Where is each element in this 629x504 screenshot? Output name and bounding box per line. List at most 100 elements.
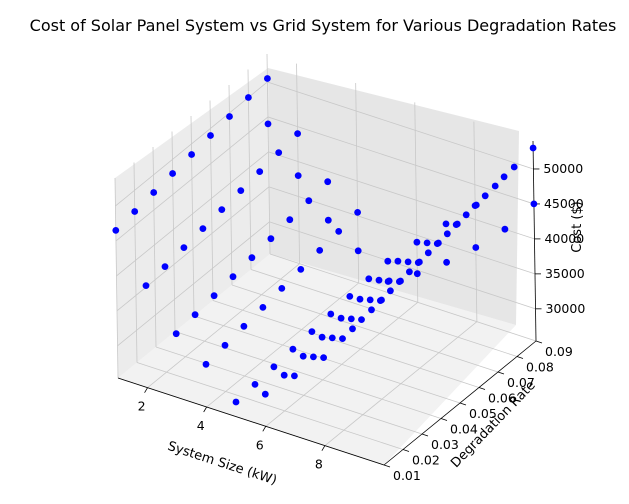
data-point xyxy=(337,314,345,322)
data-point xyxy=(452,221,460,229)
data-point xyxy=(368,306,375,314)
data-point xyxy=(356,295,364,303)
data-point xyxy=(229,273,237,281)
y-tick-mark xyxy=(440,418,448,421)
data-point xyxy=(472,244,480,251)
x-tick-mark xyxy=(321,445,326,451)
z-grid-line xyxy=(117,221,270,347)
data-point xyxy=(240,322,248,330)
data-point xyxy=(365,275,373,283)
data-point xyxy=(384,257,392,265)
data-point xyxy=(278,285,286,292)
z-grid-line xyxy=(267,81,534,170)
z-tick-label: 50000 xyxy=(543,161,583,176)
x-tick-label: 4 xyxy=(197,418,205,433)
data-point xyxy=(221,341,229,349)
z-axis-label: Cost ($) xyxy=(570,201,585,252)
data-point xyxy=(358,316,365,323)
x-tick-mark xyxy=(144,387,148,393)
y-grid-line xyxy=(171,131,176,332)
y-grid-line xyxy=(114,177,119,379)
data-point xyxy=(218,206,226,214)
data-point xyxy=(270,363,278,371)
y-grid-line xyxy=(136,362,404,450)
data-point xyxy=(310,353,317,361)
z-tick-labels: 30000 35000 40000 45000 50000 xyxy=(533,161,585,316)
data-point xyxy=(443,230,451,238)
data-point xyxy=(291,372,298,380)
z-tick-label: 40000 xyxy=(544,231,584,246)
data-point xyxy=(248,254,256,262)
y-tick-mark xyxy=(478,387,486,390)
data-point xyxy=(377,297,384,304)
data-point xyxy=(491,182,499,190)
data-point xyxy=(339,335,346,342)
y-grid-line xyxy=(247,69,252,270)
data-point xyxy=(316,247,324,254)
y-tick-label: 0.09 xyxy=(545,344,573,359)
back-wall-pane xyxy=(268,68,519,325)
z-tick-label: 45000 xyxy=(544,196,584,211)
data-point xyxy=(191,311,199,319)
data-point xyxy=(180,244,188,252)
data-point xyxy=(286,216,294,224)
data-point xyxy=(320,354,327,361)
y-grid-line xyxy=(155,346,423,435)
data-point xyxy=(406,268,413,276)
data-points xyxy=(112,75,538,406)
y-grid-line xyxy=(212,300,480,388)
data-point xyxy=(210,292,218,300)
data-point xyxy=(442,220,450,228)
data-point xyxy=(245,94,252,101)
data-point xyxy=(347,315,355,323)
data-point xyxy=(207,132,214,139)
data-point xyxy=(280,371,288,379)
data-point xyxy=(529,144,537,152)
data-point xyxy=(169,170,177,177)
data-point xyxy=(354,209,361,216)
y-grid-line xyxy=(269,253,537,342)
data-point xyxy=(261,390,269,398)
data-point xyxy=(264,75,271,82)
x-grid-line xyxy=(473,121,478,322)
data-point xyxy=(294,172,302,180)
data-point xyxy=(510,163,518,171)
data-point xyxy=(264,120,272,128)
data-point xyxy=(297,266,305,273)
y-grid-line xyxy=(250,269,518,357)
x-tick-label: 8 xyxy=(315,457,323,472)
y-grid-line xyxy=(133,162,138,363)
data-point xyxy=(131,208,139,215)
z-tick-label: 30000 xyxy=(546,301,586,316)
y-tick-labels: 0.010.020.030.040.050.060.070.080.09 xyxy=(383,340,573,483)
data-point xyxy=(232,398,240,406)
data-point xyxy=(299,352,307,360)
chart-title: Cost of Solar Panel System vs Grid Syste… xyxy=(30,16,617,35)
data-point xyxy=(275,149,283,157)
data-point xyxy=(226,113,233,120)
data-point xyxy=(308,328,316,335)
data-point xyxy=(481,192,489,200)
x-tick-label: 6 xyxy=(256,437,264,452)
data-point xyxy=(328,334,336,342)
y-tick-mark xyxy=(402,449,410,452)
data-point xyxy=(318,333,326,341)
data-point xyxy=(471,202,479,210)
x-grid-line xyxy=(414,102,419,303)
data-point xyxy=(413,238,421,246)
data-point xyxy=(404,258,412,266)
data-point xyxy=(530,200,538,208)
x-tick-labels: 2 4 6 8 xyxy=(138,387,326,472)
y-tick-mark xyxy=(459,402,467,406)
data-point xyxy=(335,228,343,235)
x-tick-label: 2 xyxy=(138,399,146,414)
x-grid-line xyxy=(296,63,300,264)
data-point xyxy=(462,211,470,219)
y-grid-line xyxy=(266,53,271,255)
data-point xyxy=(142,282,150,289)
data-point xyxy=(349,325,356,333)
z-grid-line xyxy=(268,186,536,275)
y-tick-label: 0.07 xyxy=(507,375,535,390)
data-point xyxy=(267,235,275,243)
y-tick-label: 0.08 xyxy=(526,360,554,375)
